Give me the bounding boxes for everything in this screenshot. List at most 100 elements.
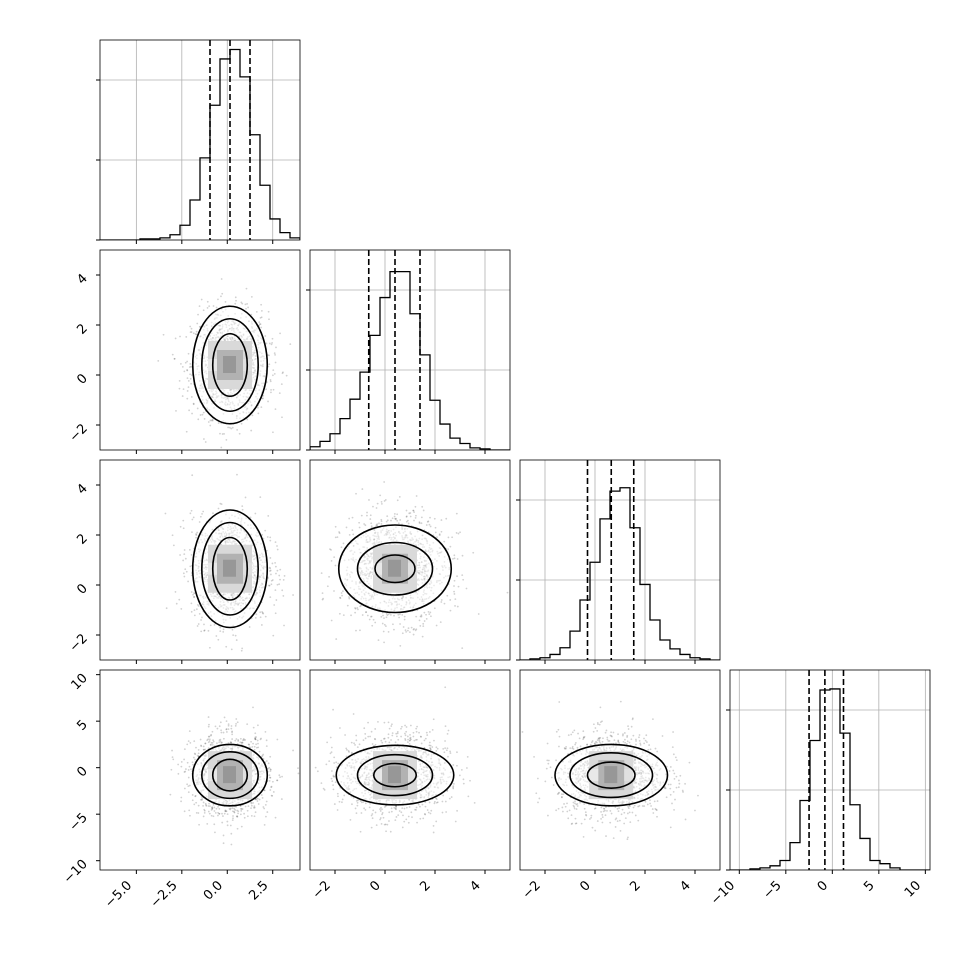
scatter-point	[210, 419, 213, 422]
scatter-point	[421, 635, 424, 638]
scatter-point	[184, 361, 187, 364]
scatter-point	[412, 509, 415, 512]
scatter-point	[255, 798, 257, 801]
scatter-point	[225, 438, 228, 441]
scatter-point	[250, 807, 252, 810]
scatter-point	[217, 805, 219, 808]
scatter-point	[227, 728, 230, 731]
scatter-point	[435, 624, 438, 627]
scatter-point	[401, 632, 404, 635]
scatter-point	[351, 529, 354, 532]
scatter-point	[171, 534, 174, 537]
scatter-point	[382, 630, 385, 633]
scatter-point	[192, 403, 195, 406]
scatter-point	[461, 647, 464, 649]
scatter-point	[196, 603, 199, 606]
scatter-point	[245, 307, 247, 310]
scatter-point	[387, 613, 390, 616]
scatter-point	[217, 507, 220, 510]
scatter-point	[412, 628, 415, 631]
panel-content	[169, 706, 300, 846]
scatter-point	[240, 301, 243, 304]
scatter-point	[195, 533, 198, 535]
scatter-point	[420, 614, 423, 617]
scatter-point	[265, 815, 267, 818]
scatter-point	[262, 397, 264, 400]
scatter-point	[189, 512, 192, 515]
scatter-point	[261, 754, 264, 757]
scatter-point	[329, 548, 331, 551]
scatter-point	[193, 614, 196, 617]
scatter-point	[356, 606, 359, 609]
scatter-point	[209, 624, 212, 627]
scatter-point	[202, 411, 205, 414]
scatter-point	[292, 594, 294, 596]
scatter-point	[257, 412, 260, 415]
scatter-point	[197, 752, 200, 755]
scatter-point	[320, 572, 323, 575]
scatter-point	[393, 614, 395, 617]
scatter-point	[396, 513, 399, 516]
scatter-point	[361, 614, 364, 616]
scatter-point	[423, 611, 426, 614]
scatter-point	[224, 300, 227, 303]
scatter-point	[199, 738, 202, 741]
scatter-point	[237, 812, 239, 815]
scatter-point	[276, 569, 279, 572]
scatter-point	[255, 743, 258, 746]
panel-frame	[309, 249, 511, 451]
scatter-point	[240, 742, 243, 744]
scatter-point	[258, 321, 261, 324]
scatter-point	[280, 383, 283, 386]
scatter-point	[208, 305, 211, 307]
scatter-point	[414, 517, 417, 519]
scatter-point	[241, 508, 244, 511]
scatter-point	[272, 388, 275, 391]
scatter-point	[440, 599, 443, 601]
scatter-point	[390, 519, 392, 522]
scatter-point	[275, 346, 277, 349]
scatter-point	[202, 748, 205, 751]
scatter-point	[244, 739, 247, 741]
scatter-point	[439, 621, 442, 624]
scatter-point	[281, 372, 284, 375]
scatter-point	[210, 814, 213, 817]
scatter-point	[279, 578, 281, 581]
scatter-point	[387, 630, 390, 633]
scatter-point	[268, 766, 271, 769]
scatter-point	[257, 406, 259, 409]
scatter-point	[369, 518, 372, 520]
scatter-point	[385, 616, 388, 619]
scatter-point	[271, 337, 274, 340]
scatter-point	[198, 613, 201, 615]
contour-line	[191, 509, 269, 629]
scatter-point	[268, 584, 270, 587]
scatter-point	[186, 369, 189, 372]
scatter-point	[260, 326, 263, 329]
scatter-point	[191, 474, 194, 477]
scatter-point	[184, 768, 187, 770]
scatter-point	[235, 815, 238, 818]
scatter-point	[215, 635, 218, 637]
scatter-point	[268, 318, 270, 321]
scatter-point	[234, 634, 237, 637]
scatter-point	[410, 626, 413, 629]
scatter-point	[189, 373, 192, 376]
scatter-point	[184, 557, 187, 560]
scatter-point	[365, 611, 367, 614]
scatter-point	[211, 806, 214, 809]
scatter-point	[254, 616, 257, 619]
scatter-point	[283, 624, 285, 627]
scatter-point	[202, 309, 205, 312]
scatter-point	[220, 446, 223, 449]
scatter-point	[428, 613, 431, 616]
scatter-point	[248, 626, 251, 628]
panel-content	[100, 40, 300, 240]
scatter-point	[222, 737, 225, 740]
scatter-point	[260, 737, 262, 740]
scatter-point	[201, 512, 203, 515]
scatter-point	[230, 648, 233, 651]
scatter-point	[259, 316, 262, 319]
scatter-point	[190, 365, 192, 368]
scatter-point	[183, 810, 186, 813]
